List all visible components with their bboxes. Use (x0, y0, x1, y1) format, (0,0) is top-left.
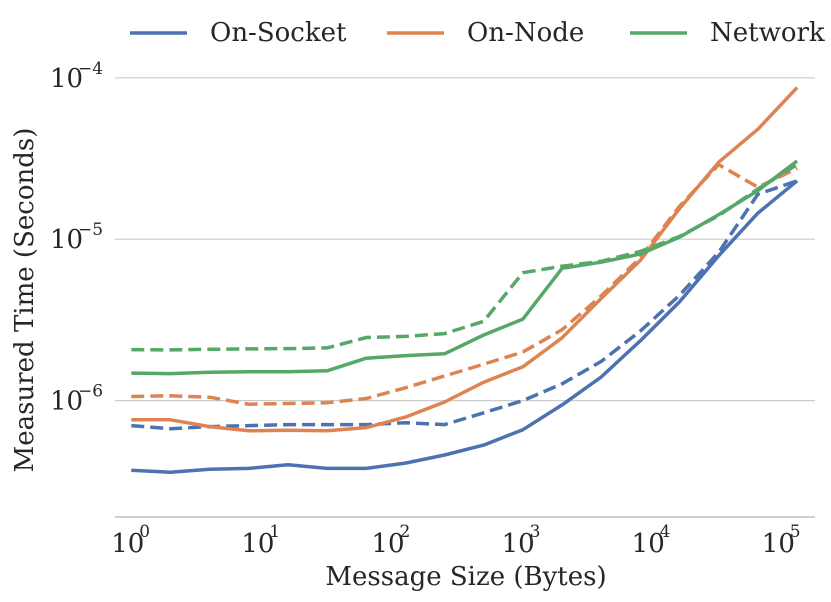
y-tick-label: 10−6 (50, 382, 103, 417)
y-tick-label: 10−5 (50, 220, 103, 255)
x-axis-title: Message Size (Bytes) (325, 562, 606, 592)
x-tick-exponent: 0 (139, 522, 150, 542)
y-tick-label: 10−4 (50, 59, 103, 94)
x-tick-exponent: 5 (790, 522, 801, 542)
y-tick-exponent: −5 (78, 220, 103, 240)
x-tick-base: 10 (241, 529, 274, 559)
x-tick-label: 104 (632, 522, 671, 559)
series-line-on-node-dashed (131, 162, 798, 406)
y-axis-title: Measured Time (Seconds) (10, 128, 40, 473)
series-line-network-dashed (131, 163, 799, 352)
x-tick-label: 103 (502, 522, 541, 559)
legend-label-on-node: On-Node (467, 18, 584, 48)
x-tick-label: 101 (241, 522, 280, 559)
grid-lines (115, 77, 815, 402)
series-lines (131, 86, 799, 474)
x-tick-base: 10 (502, 529, 535, 559)
legend-label-network: Network (710, 18, 825, 48)
x-tick-label: 100 (111, 522, 150, 559)
series-line-on-node-solid (131, 86, 799, 433)
y-tick-base: 10 (50, 387, 83, 417)
x-tick-exponent: 4 (660, 522, 671, 542)
series-line-on-socket-dashed (131, 179, 798, 431)
legend: On-Socket On-Node Network (130, 18, 825, 48)
y-tick-base: 10 (50, 225, 83, 255)
y-tick-labels: 10−610−510−4 (50, 59, 103, 417)
x-tick-labels: 100 101 102 103 104 105 (111, 522, 800, 559)
x-tick-exponent: 1 (269, 522, 280, 542)
x-tick-label: 105 (762, 522, 801, 559)
x-tick-base: 10 (632, 529, 665, 559)
x-tick-base: 10 (371, 529, 404, 559)
series-line-on-socket-solid (131, 179, 799, 474)
x-tick-label: 102 (371, 522, 410, 559)
y-tick-base: 10 (50, 64, 83, 94)
x-tick-exponent: 3 (530, 522, 541, 542)
x-tick-exponent: 2 (399, 522, 410, 542)
x-tick-base: 10 (111, 529, 144, 559)
series-line-network-solid (131, 159, 799, 376)
y-tick-exponent: −6 (78, 382, 103, 402)
y-tick-exponent: −4 (78, 59, 103, 79)
x-tick-base: 10 (762, 529, 795, 559)
legend-label-on-socket: On-Socket (210, 18, 347, 48)
